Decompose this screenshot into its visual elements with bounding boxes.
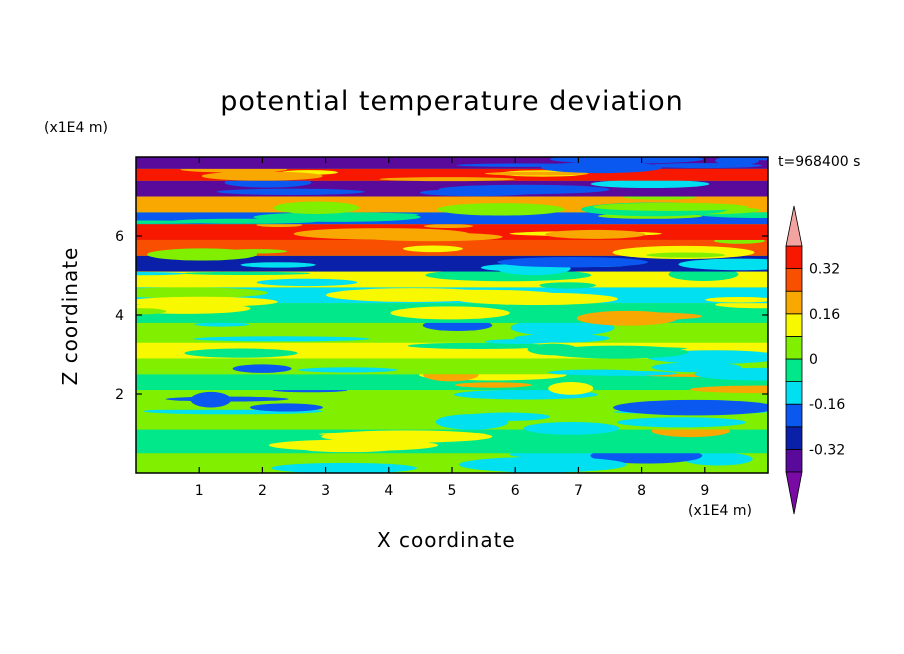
colorbar-level	[785, 358, 803, 383]
colorbar-level	[785, 403, 803, 428]
contour-streak	[136, 308, 167, 315]
colorbar-extend-min	[785, 471, 803, 515]
contour-streak	[484, 171, 589, 176]
contour-streak	[225, 249, 288, 254]
contour-streak	[694, 367, 768, 381]
contour-streak	[182, 271, 311, 275]
colorbar-tick-label: 0.32	[809, 262, 840, 278]
y-axis-unit: (x1E4 m)	[44, 120, 108, 136]
x-tick-label: 1	[195, 483, 204, 499]
chart-title: potential temperature deviation	[220, 86, 684, 117]
contour-streak	[546, 345, 689, 359]
contour-streak	[136, 296, 278, 307]
time-label: t=968400 s	[778, 154, 861, 170]
contour-streak	[569, 370, 678, 376]
colorbar-level	[785, 290, 803, 315]
x-tick-label: 7	[574, 483, 583, 499]
contour-streak	[193, 336, 370, 342]
y-tick-label: 2	[115, 387, 124, 403]
x-tick-label: 5	[448, 483, 457, 499]
x-tick-label: 9	[700, 483, 709, 499]
x-tick-label: 2	[258, 483, 267, 499]
contour-streak	[423, 224, 474, 229]
contour-streak	[437, 203, 565, 216]
contour-streak	[593, 202, 748, 211]
colorbar-extend-max	[785, 205, 803, 247]
contour-streak	[346, 431, 438, 442]
contour-streak	[298, 367, 398, 373]
x-tick-label: 3	[321, 483, 330, 499]
contour-streak	[240, 262, 316, 268]
contour-streak	[136, 287, 268, 299]
contour-field	[136, 157, 768, 473]
contour-streak	[271, 462, 417, 473]
contour-streak	[390, 306, 510, 320]
contour-streak	[268, 439, 439, 452]
contour-streak	[590, 179, 710, 189]
contour-streak	[190, 391, 232, 408]
contour-streak	[393, 289, 556, 299]
x-tick-label: 6	[511, 483, 520, 499]
contour-streak	[403, 245, 463, 253]
x-tick-label: 4	[384, 483, 393, 499]
contour-streak	[582, 312, 703, 321]
colorbar-level	[785, 268, 803, 292]
contour-streak	[523, 421, 620, 435]
contour-streak	[689, 385, 768, 394]
contour-streak	[459, 456, 627, 473]
contour-streak	[201, 171, 323, 181]
colorbar-level	[785, 426, 803, 450]
contour-streak	[379, 177, 516, 182]
colorbar-level	[785, 245, 803, 270]
contour-streak	[216, 188, 365, 195]
contour-streak	[715, 157, 760, 166]
colorbar-tick-label: -0.16	[809, 397, 845, 413]
colorbar-tick-label: -0.32	[809, 442, 845, 458]
contour-streak	[510, 319, 615, 337]
colorbar: 0.32 0.16 0 -0.16 -0.32	[785, 205, 845, 515]
contour-streak	[273, 201, 360, 215]
x-tick-label: 8	[637, 483, 646, 499]
contour-streak	[514, 333, 610, 343]
colorbar-tick-label: 0.16	[809, 307, 840, 323]
y-tick-label: 6	[115, 229, 124, 245]
contour-streak	[539, 282, 596, 289]
contour-layer	[136, 212, 768, 225]
contour-streak	[678, 258, 768, 271]
contour-streak	[194, 322, 250, 327]
contour-streak	[617, 417, 746, 428]
contour-streak	[450, 185, 580, 195]
contour-streak	[136, 272, 185, 276]
contour-streak	[456, 163, 592, 167]
y-tick-label: 4	[115, 308, 124, 324]
colorbar-tick-label: 0	[809, 352, 818, 368]
contour-streak	[540, 162, 662, 174]
colorbar-level	[785, 448, 803, 473]
contour-streak	[249, 403, 323, 412]
x-axis-unit: (x1E4 m)	[688, 503, 752, 519]
contour-streak	[172, 218, 318, 224]
contour-streak	[454, 382, 532, 388]
contour-streak	[646, 252, 726, 258]
contour-streak	[232, 364, 292, 373]
contour-streak	[184, 348, 298, 358]
contour-streak	[463, 412, 551, 421]
contour-layer	[136, 168, 768, 181]
contour-streak	[549, 157, 704, 164]
contour-streak	[545, 229, 646, 239]
contour-streak	[548, 381, 594, 395]
x-axis-label: X coordinate	[377, 528, 516, 552]
contour-streak	[407, 342, 549, 349]
colorbar-level	[785, 335, 803, 360]
colorbar-level	[785, 381, 803, 405]
contour-layer	[136, 374, 768, 391]
colorbar-level	[785, 313, 803, 337]
contour-streak	[613, 399, 768, 416]
contour-streak	[256, 278, 358, 287]
contour-streak	[293, 228, 469, 240]
contour-streak	[705, 296, 768, 303]
contour-streak	[497, 257, 648, 268]
